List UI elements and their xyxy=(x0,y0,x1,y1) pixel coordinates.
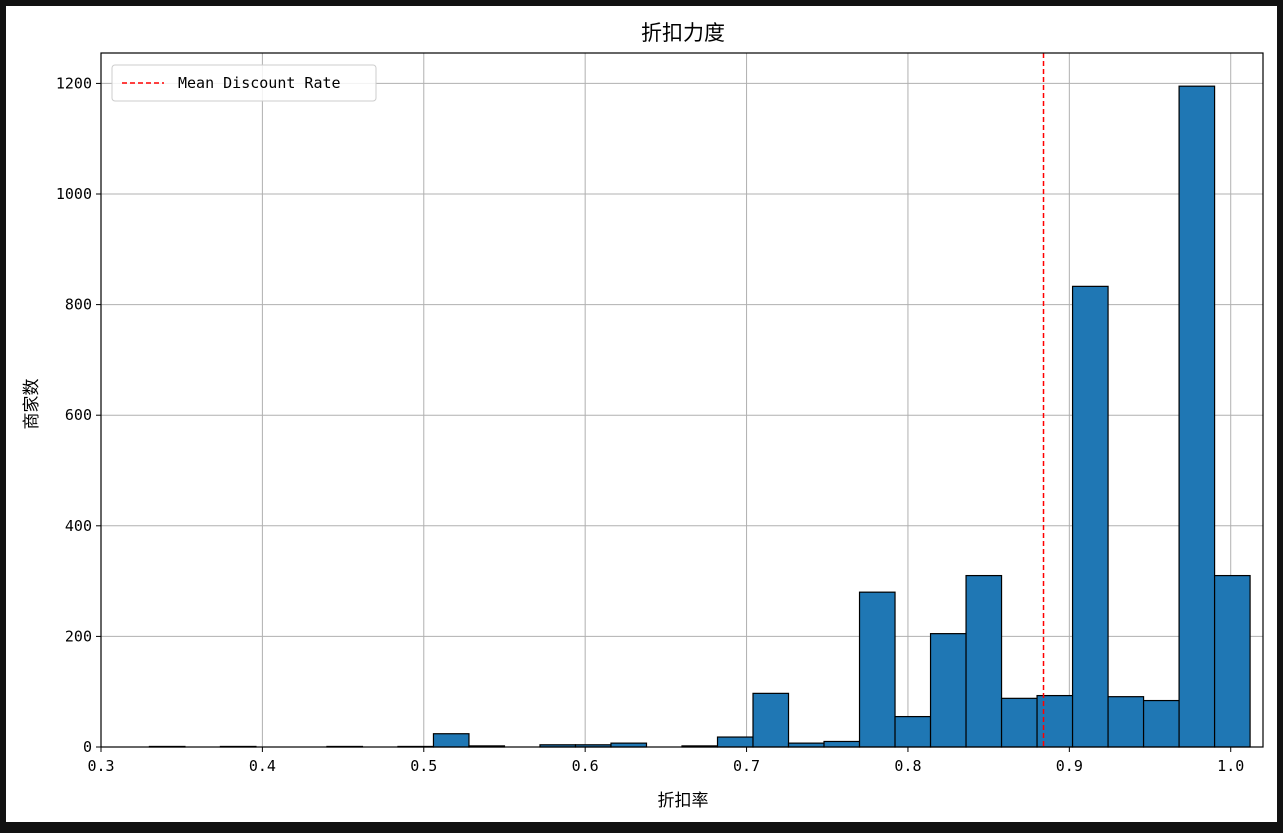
x-tick-label-4: 0.7 xyxy=(733,757,760,775)
y-tick-label-0: 0 xyxy=(83,738,92,756)
histogram-bar-28 xyxy=(1142,699,1180,748)
histogram-bar-26 xyxy=(1071,285,1109,748)
x-tick-label-7: 1.0 xyxy=(1217,757,1244,775)
histogram-bar-19 xyxy=(823,740,861,748)
histogram-chart: 折扣力度 折扣率 商家数 0.3 0.4 0.5 0.6 0.7 0.8 0.9 1.0 0 20… xyxy=(22,21,1264,811)
x-tick-label-3: 0.6 xyxy=(572,757,599,775)
y-tick-label-3: 600 xyxy=(65,406,92,424)
chart-title: 折扣力度 xyxy=(641,21,725,45)
x-tick-label-5: 0.8 xyxy=(894,757,921,775)
grid-lines xyxy=(100,53,1263,748)
x-tick-label-1: 0.4 xyxy=(249,757,276,775)
axis-ticks: 0.3 0.4 0.5 0.6 0.7 0.8 0.9 1.0 0 200 400 600 800 100… xyxy=(56,74,1244,775)
y-tick-label-5: 1000 xyxy=(56,185,92,203)
histogram-bar-21 xyxy=(894,715,932,748)
y-axis-label: 商家数 xyxy=(22,379,42,430)
y-tick-label-6: 1200 xyxy=(56,74,92,92)
x-tick-label-2: 0.5 xyxy=(410,757,437,775)
x-tick-label-6: 0.9 xyxy=(1056,757,1083,775)
y-tick-label-4: 800 xyxy=(65,296,92,314)
histogram-bars xyxy=(148,85,1251,748)
histogram-bar-17 xyxy=(752,692,790,748)
x-axis-label: 折扣率 xyxy=(658,791,709,811)
histogram-bar-27 xyxy=(1107,696,1145,748)
y-tick-label-2: 400 xyxy=(65,517,92,535)
histogram-bar-23 xyxy=(965,574,1003,748)
histogram-bar-25 xyxy=(1036,694,1074,748)
legend-mean-label: Mean Discount Rate xyxy=(178,74,341,92)
histogram-bar-20 xyxy=(858,591,896,748)
histogram-bar-24 xyxy=(1000,697,1038,748)
plot-frame xyxy=(100,52,1264,748)
histogram-bar-16 xyxy=(716,736,754,748)
legend-box xyxy=(111,64,377,102)
histogram-bar-30 xyxy=(1213,574,1251,748)
histogram-bar-22 xyxy=(929,633,967,748)
x-tick-label-0: 0.3 xyxy=(87,757,114,775)
histogram-bar-8 xyxy=(432,733,470,748)
y-tick-label-1: 200 xyxy=(65,627,92,645)
histogram-bar-29 xyxy=(1178,85,1216,748)
legend: Mean Discount Rate xyxy=(111,64,377,102)
chart-figure: 折扣力度 折扣率 商家数 0.3 0.4 0.5 0.6 0.7 0.8 0.9 1.0 0 20… xyxy=(6,6,1277,822)
